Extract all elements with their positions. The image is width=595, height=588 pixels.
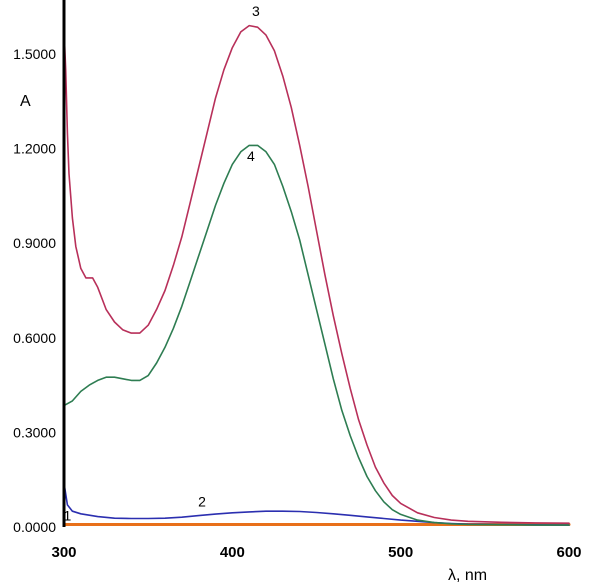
curve-label-1: 1 [63,508,71,524]
spectrum-series [62,24,571,526]
curve-label-2: 2 [198,494,206,510]
curve-label-3: 3 [252,3,260,19]
curve-label-4: 4 [247,148,255,164]
series-line-4 [63,144,570,526]
y-axis-ticks: 0.0000 0.3000 0.6000 0.9000 1.2000 1.5000 [13,46,56,535]
series-line-2 [63,482,570,526]
y-tick-label: 0.0000 [13,519,56,535]
series-line-3 [63,24,570,524]
y-tick-label: 0.9000 [13,235,56,251]
x-tick-label: 300 [51,544,76,561]
y-tick-label: 0.6000 [13,330,56,346]
y-axis-label: A [20,93,31,110]
x-axis-ticks: 300 400 500 600 [51,544,581,561]
x-tick-label: 600 [556,544,581,561]
y-tick-label: 0.3000 [13,424,56,440]
y-tick-label: 1.5000 [13,46,56,62]
x-tick-label: 400 [220,544,245,561]
x-axis-label: λ, nm [448,567,487,584]
y-tick-label: 1.2000 [13,141,56,157]
x-tick-label: 500 [388,544,413,561]
curve-labels: 1 2 3 4 [63,3,260,524]
